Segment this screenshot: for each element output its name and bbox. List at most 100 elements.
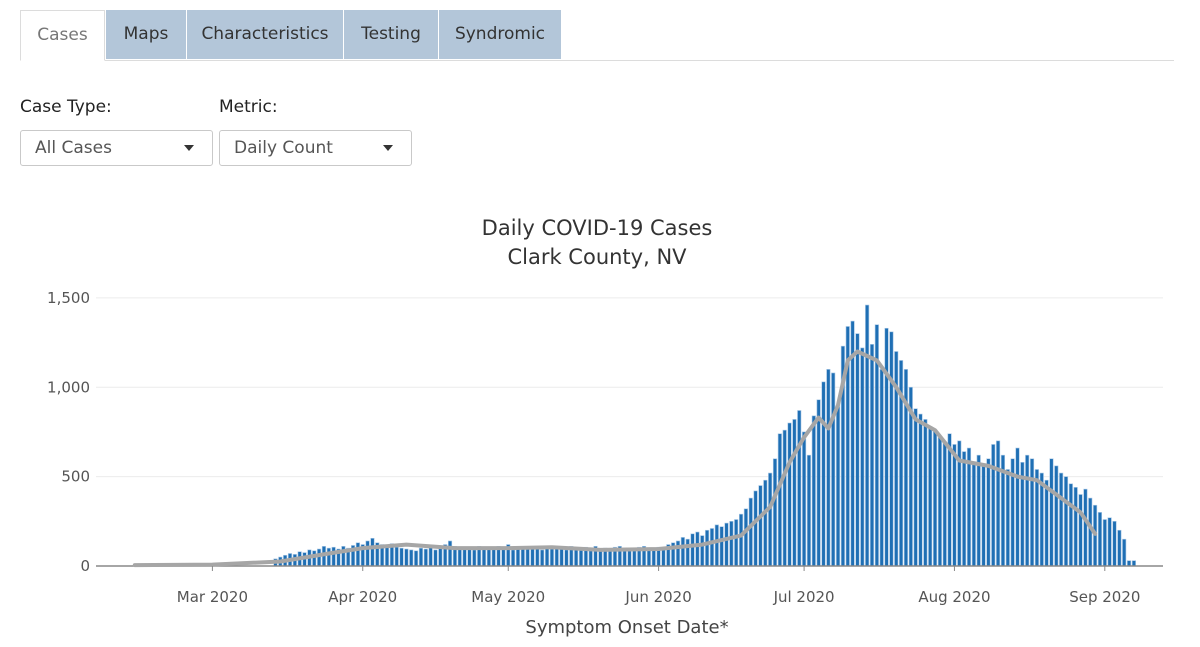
bar bbox=[1025, 454, 1030, 567]
bar bbox=[758, 485, 763, 567]
bar bbox=[928, 426, 933, 567]
bar bbox=[651, 548, 656, 567]
bar bbox=[743, 508, 748, 567]
bar bbox=[986, 458, 991, 567]
bar bbox=[549, 548, 554, 567]
bar bbox=[952, 444, 957, 567]
bar bbox=[797, 410, 802, 567]
bar bbox=[404, 548, 409, 567]
bar bbox=[1122, 538, 1127, 567]
bar bbox=[1088, 497, 1093, 567]
bar bbox=[690, 533, 695, 567]
bar bbox=[768, 472, 773, 567]
tab-testing[interactable]: Testing bbox=[344, 10, 438, 59]
x-tick-label: May 2020 bbox=[471, 588, 545, 606]
chart-title: Daily COVID-19 Cases bbox=[482, 216, 713, 240]
bar bbox=[879, 369, 884, 567]
bar bbox=[971, 462, 976, 567]
bar bbox=[1063, 476, 1069, 567]
x-tick-label: Jun 2020 bbox=[624, 588, 691, 606]
x-tick-label: Sep 2020 bbox=[1069, 588, 1140, 606]
case-type-value: All Cases bbox=[35, 138, 112, 158]
bar bbox=[981, 465, 986, 567]
bar bbox=[622, 548, 627, 567]
bar bbox=[1059, 472, 1064, 567]
bar bbox=[1034, 469, 1039, 567]
bar bbox=[317, 548, 322, 567]
metric-value: Daily Count bbox=[234, 138, 333, 158]
bar bbox=[370, 537, 375, 567]
bar bbox=[1054, 465, 1059, 567]
bar bbox=[976, 454, 981, 567]
bar bbox=[860, 347, 865, 567]
bar bbox=[1073, 487, 1078, 567]
bar bbox=[855, 333, 860, 567]
tab-bar: Cases Maps Characteristics Testing Syndr… bbox=[20, 10, 1174, 61]
bar bbox=[806, 454, 811, 567]
bar bbox=[1078, 494, 1083, 567]
bar bbox=[540, 549, 545, 567]
y-tick-label: 1,500 bbox=[47, 289, 90, 307]
bar bbox=[865, 304, 870, 567]
bar bbox=[574, 547, 579, 567]
bar bbox=[675, 540, 681, 567]
bar bbox=[748, 497, 753, 567]
bar bbox=[962, 451, 967, 567]
bar bbox=[1083, 488, 1088, 567]
bar bbox=[559, 547, 564, 567]
bar bbox=[680, 537, 685, 567]
bar bbox=[802, 431, 807, 567]
tab-cases[interactable]: Cases bbox=[20, 10, 105, 61]
bar bbox=[1131, 560, 1136, 567]
bar bbox=[414, 550, 419, 567]
bar bbox=[1097, 512, 1102, 567]
bar bbox=[826, 369, 831, 567]
bar bbox=[486, 548, 491, 567]
bar bbox=[632, 549, 637, 567]
bar bbox=[1127, 560, 1132, 567]
bar bbox=[661, 547, 666, 567]
case-type-label: Case Type: bbox=[20, 97, 112, 117]
bar bbox=[428, 546, 433, 567]
tab-maps[interactable]: Maps bbox=[106, 10, 186, 59]
bar bbox=[1068, 483, 1073, 567]
tab-characteristics[interactable]: Characteristics bbox=[187, 10, 343, 59]
bar bbox=[384, 546, 390, 567]
bar bbox=[719, 526, 724, 567]
bar bbox=[355, 542, 360, 567]
bar bbox=[913, 408, 918, 567]
bar bbox=[763, 479, 768, 567]
bar bbox=[1015, 447, 1020, 567]
bar bbox=[816, 399, 821, 567]
bar bbox=[836, 404, 841, 567]
tab-syndromic[interactable]: Syndromic bbox=[439, 10, 561, 59]
metric-select[interactable]: Daily Count bbox=[219, 130, 412, 166]
bar bbox=[889, 331, 894, 567]
daily-cases-chart: Daily COVID-19 Cases Clark County, NV 0 500… bbox=[47, 216, 1163, 638]
bar bbox=[724, 522, 729, 567]
bar bbox=[777, 433, 782, 567]
chevron-down-icon bbox=[383, 145, 393, 151]
bar bbox=[942, 442, 947, 567]
bar bbox=[545, 547, 550, 567]
bar bbox=[996, 440, 1001, 567]
bar bbox=[365, 540, 370, 567]
bar bbox=[1049, 458, 1054, 567]
bar bbox=[937, 437, 942, 567]
bar bbox=[811, 415, 816, 567]
x-tick-label: Mar 2020 bbox=[177, 588, 248, 606]
metric-label: Metric: bbox=[219, 97, 278, 117]
bar bbox=[423, 548, 428, 567]
case-type-select[interactable]: All Cases bbox=[20, 130, 213, 166]
x-axis-title: Symptom Onset Date* bbox=[525, 617, 728, 638]
bar bbox=[831, 372, 836, 567]
bar bbox=[409, 549, 414, 567]
bar bbox=[933, 429, 938, 567]
bar bbox=[525, 548, 530, 567]
x-tick-label: Apr 2020 bbox=[328, 588, 397, 606]
bar bbox=[918, 413, 923, 567]
bar bbox=[991, 444, 996, 567]
bar bbox=[554, 546, 559, 567]
bar bbox=[753, 490, 758, 567]
bar bbox=[598, 549, 603, 567]
